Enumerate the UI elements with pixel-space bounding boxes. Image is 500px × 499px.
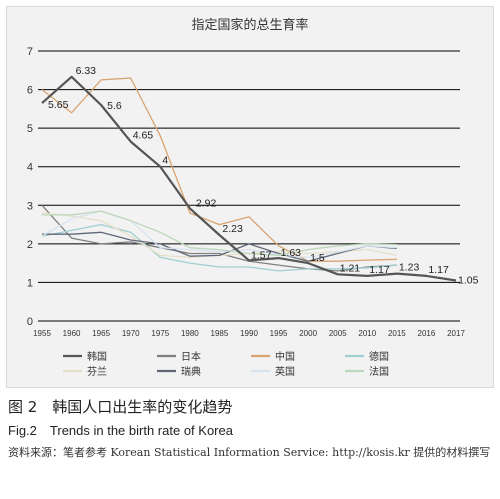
y-tick-label: 5 <box>27 123 33 135</box>
y-tick-label: 7 <box>27 46 33 58</box>
x-tick-label: 1975 <box>151 329 169 338</box>
legend-label: 英国 <box>275 365 295 378</box>
birth-rate-line-chart: 0 1 2 3 4 5 6 7 1955 1960 1965 1970 1975 1980 1985 1990… <box>27 46 479 378</box>
data-label-korea: 1.17 <box>369 264 390 276</box>
y-tick-label: 0 <box>27 316 33 328</box>
x-tick-label: 2015 <box>388 329 406 338</box>
data-label-korea: 2.23 <box>222 223 243 235</box>
chart-title: 指定国家的总生育率 <box>191 18 309 33</box>
x-tick-label: 1995 <box>270 329 288 338</box>
chart-frame <box>6 6 494 388</box>
data-label-korea: 1.57 <box>251 249 272 261</box>
data-label-korea: 6.33 <box>76 65 97 77</box>
data-label-korea: 1.05 <box>458 275 479 287</box>
x-tick-label: 2017 <box>447 329 465 338</box>
data-label-korea: 1.23 <box>399 262 420 274</box>
figure-caption-cn: 图 2 韩国人口出生率的变化趋势 <box>8 398 233 416</box>
legend-label: 芬兰 <box>87 365 107 378</box>
x-tick-label: 2016 <box>418 329 436 338</box>
x-tick-label: 1985 <box>211 329 229 338</box>
data-label-korea: 4.65 <box>133 130 154 142</box>
data-label-korea: 1.5 <box>310 252 325 264</box>
data-label-korea: 1.17 <box>428 264 449 276</box>
series-line-7 <box>42 210 397 257</box>
y-tick-label: 1 <box>27 277 33 289</box>
data-label-korea: 4 <box>162 155 168 167</box>
legend-label: 中国 <box>275 350 295 363</box>
series-line-5 <box>42 231 397 262</box>
x-tick-label: 1970 <box>122 329 140 338</box>
data-label-korea: 1.63 <box>281 247 302 259</box>
series-line-3 <box>41 223 397 272</box>
x-tick-label: 1965 <box>92 329 110 338</box>
series-line-1 <box>41 204 397 272</box>
data-label-korea: 2.92 <box>196 197 217 209</box>
x-tick-label: 2010 <box>358 329 376 338</box>
legend-label: 德国 <box>369 350 389 363</box>
y-tick-label: 3 <box>27 200 33 212</box>
legend-label: 瑞典 <box>181 365 201 378</box>
x-tick-label: 1955 <box>33 329 51 338</box>
data-label-korea: 5.65 <box>48 99 69 111</box>
data-label-korea: 5.6 <box>107 100 122 112</box>
x-tick-label: 2005 <box>329 329 347 338</box>
legend-label: 韩国 <box>87 350 107 363</box>
figure-caption-en: Fig.2 Trends in the birth rate of Korea <box>8 423 233 438</box>
y-tick-label: 6 <box>27 85 33 97</box>
series-line-2 <box>41 77 397 262</box>
x-tick-label: 1990 <box>240 329 258 338</box>
x-tick-label: 1980 <box>181 329 199 338</box>
x-tick-label: 1960 <box>63 329 81 338</box>
series-line-0 <box>41 75 457 282</box>
source-note: 资料来源：笔者参考 Korean Statistical Information… <box>8 446 491 459</box>
y-tick-label: 2 <box>27 239 33 251</box>
x-tick-label: 2000 <box>299 329 317 338</box>
data-label-korea: 1.21 <box>340 262 361 274</box>
y-tick-label: 4 <box>27 162 33 174</box>
legend-label: 日本 <box>181 350 201 363</box>
legend-label: 法国 <box>369 365 389 378</box>
